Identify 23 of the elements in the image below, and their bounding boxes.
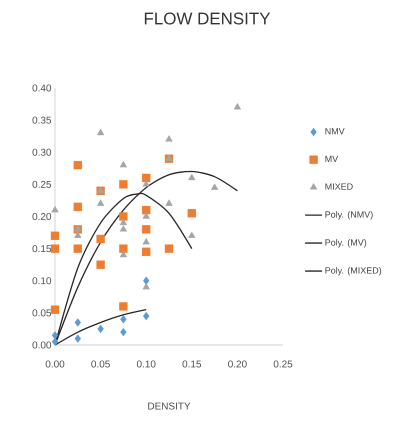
x-tick-label: 0.10	[136, 360, 156, 368]
x-axis-title: DENSITY	[148, 402, 190, 410]
x-tick-label: 0.00	[46, 360, 64, 368]
y-tick-label: 0.15	[32, 245, 52, 252]
y-tick-label: 0.30	[32, 148, 52, 156]
legend-label: MIXED	[325, 183, 353, 190]
y-tick-label: 0.20	[32, 212, 52, 220]
y-tick-label: 0.40	[32, 84, 52, 92]
y-tick-label: 0.25	[32, 180, 52, 188]
x-tick-label: 0.25	[274, 360, 292, 368]
chart-title: FLOW DENSITY	[144, 12, 270, 25]
x-tick-label: 0.20	[228, 360, 247, 368]
legend-label: MV	[325, 156, 338, 162]
legend-label: Poly. (NMV)	[325, 211, 373, 220]
y-tick-label: 0.05	[32, 309, 52, 316]
y-tick-label: 0.00	[32, 341, 52, 349]
x-tick-label: 0.15	[182, 360, 202, 368]
legend-label: NMV	[325, 128, 345, 134]
x-tick-label: 0.05	[91, 360, 110, 368]
y-tick-label: 0.35	[32, 116, 52, 124]
y-tick-label: 0.10	[32, 277, 52, 284]
legend-label: Poly. (MIXED)	[325, 267, 382, 276]
legend-label: Poly. (MV)	[325, 239, 366, 248]
